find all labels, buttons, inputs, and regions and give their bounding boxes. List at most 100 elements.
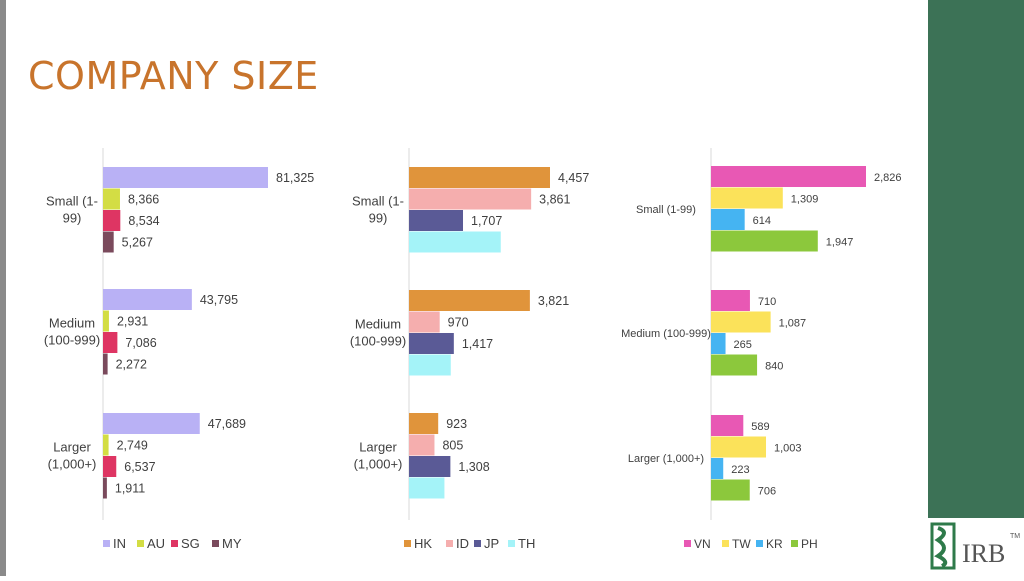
chart1-category-label: Larger	[53, 440, 91, 455]
chart1-data-label: 2,749	[117, 439, 148, 453]
chart2-category-label: Medium	[355, 317, 401, 332]
chart2-data-label: 1,417	[462, 337, 493, 351]
chart3-data-label: 2,826	[874, 172, 902, 184]
chart3-data-label: 1,947	[826, 237, 854, 249]
chart2-data-label: 3,821	[538, 294, 569, 308]
chart3-legend-label: VN	[694, 537, 711, 551]
chart1-bar-sg	[103, 456, 117, 477]
chart1-legend-label: AU	[147, 536, 165, 551]
chart1-data-label: 2,272	[116, 358, 147, 372]
chart2-bar-th	[409, 477, 445, 499]
chart2-data-label: 805	[442, 439, 463, 453]
right-brand-panel	[928, 0, 1024, 576]
chart3-category-label: Larger (1,000+)	[628, 453, 704, 465]
chart2-category-label: 99)	[369, 211, 388, 226]
chart1-category-label: 99)	[63, 211, 82, 226]
chart1-bar-au	[103, 188, 120, 210]
chart2-bar-th	[409, 354, 451, 376]
chart1-legend-label: IN	[113, 536, 126, 551]
chart1-category-label: Small (1-	[46, 194, 98, 209]
chart3-data-label: 840	[765, 361, 783, 373]
irb-logo: IRB TM	[928, 518, 1024, 576]
chart1-data-label: 1,911	[115, 482, 145, 496]
chart3-bar-kr	[711, 333, 726, 354]
chart2-category-label: Small (1-	[352, 194, 404, 209]
chart3-category-label: Small (1-99)	[636, 204, 696, 216]
chart3-bar-kr	[711, 209, 745, 230]
chart2-data-label: 3,861	[539, 193, 570, 207]
chart2-bar-hk	[409, 290, 530, 311]
chart2-legend-label: TH	[518, 536, 535, 551]
chart3-data-label: 710	[758, 296, 776, 308]
chart3-data-label: 614	[753, 215, 771, 227]
chart1-legend-swatch	[171, 540, 178, 547]
chart1-data-label: 2,931	[117, 315, 148, 329]
chart1-category-label: (100-999)	[44, 333, 100, 348]
irb-logo-graphic: IRB TM	[930, 522, 1020, 570]
chart3-legend-label: TW	[732, 537, 751, 551]
chart3-bar-ph	[711, 354, 758, 376]
chart1-data-label: 7,086	[125, 336, 156, 350]
chart2-bar-jp	[409, 333, 454, 354]
chart1-data-label: 8,534	[128, 214, 159, 228]
chart3-legend-label: PH	[801, 537, 818, 551]
chart2-bar-id	[409, 188, 532, 210]
chart2-data-label: 970	[448, 316, 469, 330]
chart1-data-label: 81,325	[276, 171, 314, 185]
chart3-bar-tw	[711, 187, 783, 209]
logo-tm: TM	[1010, 533, 1020, 540]
chart3-data-label: 223	[731, 464, 749, 476]
chart1-legend-label: MY	[222, 536, 242, 551]
chart1-data-label: 8,366	[128, 193, 159, 207]
chart1-bar-au	[103, 310, 109, 332]
chart2-legend-swatch	[474, 540, 481, 547]
chart3-category-label: Medium (100-999)	[621, 328, 711, 340]
chart2-legend-swatch	[446, 540, 453, 547]
chart2-bar-th	[409, 231, 501, 253]
chart2-data-label: 1,308	[458, 460, 489, 474]
chart1-bar-sg	[103, 332, 118, 353]
chart3-bar-ph	[711, 230, 818, 252]
chart2-category-label: Larger	[359, 440, 397, 455]
chart2-category-label: (1,000+)	[354, 457, 403, 472]
chart2-data-label: 1,707	[471, 214, 502, 228]
chart2-legend-label: JP	[484, 536, 499, 551]
chart3-bar-vn	[711, 415, 744, 436]
chart3-data-label: 706	[758, 486, 776, 498]
chart2-bar-jp	[409, 456, 451, 477]
chart2-category-label: (100-999)	[350, 334, 406, 349]
chart3-legend-swatch	[722, 540, 729, 547]
chart2-bar-hk	[409, 413, 439, 434]
chart3-legend-swatch	[684, 540, 691, 547]
chart2-legend-label: ID	[456, 536, 469, 551]
chart3-data-label: 589	[751, 421, 769, 433]
chart1-bar-my	[103, 477, 107, 499]
chart2-bar-id	[409, 434, 435, 456]
chart2-legend-swatch	[404, 540, 411, 547]
left-edge-strip	[0, 0, 6, 576]
chart1-data-label: 6,537	[124, 460, 155, 474]
chart2-bar-jp	[409, 210, 464, 231]
chart3-bar-tw	[711, 436, 767, 458]
charts-area: Small (1-99)81,3258,3668,5345,267Medium(…	[44, 148, 902, 551]
chart1-category-label: Medium	[49, 316, 95, 331]
chart3-bar-vn	[711, 166, 866, 187]
chart1-bar-my	[103, 231, 114, 253]
chart2-legend-swatch	[508, 540, 515, 547]
chart2-data-label: 4,457	[558, 171, 589, 185]
chart3-data-label: 1,003	[774, 443, 802, 455]
chart1-legend-label: SG	[181, 536, 200, 551]
chart1-bar-au	[103, 434, 109, 456]
chart1-legend-swatch	[212, 540, 219, 547]
logo-text: IRB	[962, 539, 1005, 568]
chart1-legend-swatch	[137, 540, 144, 547]
chart1-data-label: 47,689	[208, 417, 246, 431]
chart1-category-label: (1,000+)	[48, 457, 97, 472]
chart3-bar-vn	[711, 290, 750, 311]
chart3-bar-ph	[711, 479, 750, 501]
page-title: COMPANY SIZE	[28, 54, 319, 98]
chart2-legend-label: HK	[414, 536, 432, 551]
chart1-legend-swatch	[103, 540, 110, 547]
chart2-bar-id	[409, 311, 440, 333]
chart1-bar-in	[103, 167, 268, 188]
